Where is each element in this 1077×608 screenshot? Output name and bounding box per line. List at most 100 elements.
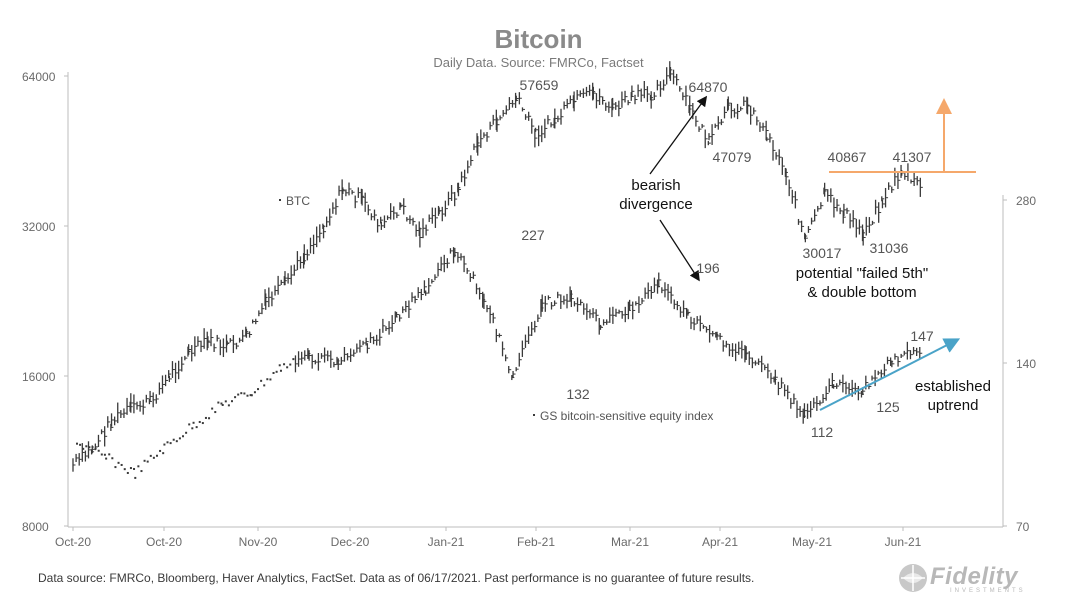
x-tick-label: Jan-21 — [428, 535, 465, 549]
gs-index-dot — [286, 366, 289, 369]
x-tick-label: Oct-20 — [55, 535, 91, 549]
chart-title: Bitcoin — [494, 24, 583, 54]
gs-index-dot — [221, 404, 224, 407]
left-tick-label: 16000 — [22, 370, 56, 384]
fidelity-sub-wordmark: INVESTMENTS — [950, 588, 1026, 594]
gs-index-dot — [134, 476, 137, 479]
annotation-line: divergence — [619, 196, 692, 213]
gs-index-dot — [103, 453, 106, 456]
value-label: 57659 — [520, 77, 559, 93]
gs-index-dot — [224, 400, 227, 403]
left-tick-label: 32000 — [22, 220, 56, 234]
gs-index-dot — [152, 456, 155, 459]
gs-index-dot — [108, 453, 111, 456]
gs-index-dot — [76, 442, 78, 445]
gs-index-dot — [292, 358, 295, 361]
gs-index-dot — [91, 446, 94, 449]
gs-index-dot — [94, 447, 97, 450]
value-label: 41307 — [893, 149, 932, 165]
gs-index-dot — [114, 466, 117, 469]
value-label: 132 — [566, 386, 590, 402]
gs-index-dot — [97, 449, 100, 452]
gs-index-dot — [230, 400, 233, 403]
gs-index-dot — [253, 391, 256, 394]
gs-index-dot — [133, 467, 136, 470]
x-tick-label: Feb-21 — [517, 535, 555, 549]
gs-index-dot — [143, 459, 146, 462]
x-tick-label: Oct-20 — [146, 535, 182, 549]
gs-index-dot — [278, 364, 281, 367]
value-label: 40867 — [828, 149, 867, 165]
fidelity-logo — [899, 564, 927, 592]
gs-index-dot — [146, 460, 149, 463]
annotation-line: & double bottom — [807, 284, 916, 301]
value-label: 227 — [521, 227, 545, 243]
gs-index-dot — [260, 379, 263, 382]
gs-index-dot — [275, 370, 278, 373]
gs-index-dot — [172, 438, 175, 441]
x-tick-label: Jun-21 — [885, 535, 922, 549]
gs-index-dot — [140, 470, 143, 473]
annotation: bearish divergence — [619, 177, 692, 213]
gs-index-dot — [266, 378, 269, 381]
chart-subtitle: Daily Data. Source: FMRCo, Factset — [433, 55, 644, 70]
x-tick-label: Nov-20 — [239, 535, 278, 549]
gs-index-dot — [237, 393, 240, 396]
gs-index-dot — [175, 440, 178, 443]
legend-gs: GS bitcoin-sensitive equity index — [540, 409, 713, 423]
gs-index-dot — [191, 427, 194, 430]
gs-index-dot — [220, 402, 223, 405]
gs-index-dot — [198, 420, 201, 423]
gs-index-dot — [272, 371, 275, 374]
value-label: 147 — [910, 328, 934, 344]
x-tick-label: Mar-21 — [611, 535, 649, 549]
gs-index-dot — [217, 401, 220, 404]
gs-index-dot — [149, 454, 152, 457]
gs-index-dot — [163, 443, 166, 446]
gs-index-dot — [182, 435, 185, 438]
gs-index-dot — [117, 461, 120, 464]
x-tick-label: Apr-21 — [702, 535, 738, 549]
gs-index-dot — [234, 396, 237, 399]
gs-index-dot — [257, 388, 260, 391]
gs-index-dot — [283, 363, 286, 366]
divergence-arrow-down — [659, 219, 700, 282]
footer-note: Data source: FMRCo, Bloomberg, Haver Ana… — [38, 571, 755, 585]
gs-index-dot — [192, 421, 195, 424]
value-label: 64870 — [689, 79, 728, 95]
left-tick-label: 8000 — [22, 520, 49, 534]
gs-index-dot — [178, 437, 181, 440]
right-tick-label: 70 — [1016, 520, 1030, 534]
gs-index-dot — [250, 394, 253, 397]
gs-index-dot — [82, 447, 85, 450]
gs-index-dot — [129, 467, 132, 470]
gs-index-dot — [159, 449, 162, 452]
gs-index-dot — [88, 446, 91, 449]
gs-index-dot — [188, 423, 191, 426]
gs-index-dot — [279, 369, 282, 372]
gs-index-dot — [162, 452, 165, 455]
gs-index-dot — [126, 471, 129, 474]
right-tick-label: 140 — [1016, 357, 1036, 371]
gs-index-dot — [227, 404, 230, 407]
value-label: 125 — [876, 399, 900, 415]
gs-index-dot — [249, 394, 252, 397]
annotation-line: potential "failed 5th" — [796, 265, 928, 282]
right-tick-label: 280 — [1016, 194, 1036, 208]
legend-marker-btc — [279, 199, 281, 201]
legend-marker-gs — [533, 414, 535, 416]
gs-index-dot — [185, 431, 188, 434]
gs-index-dot — [201, 422, 204, 425]
x-tick-label: May-21 — [792, 535, 832, 549]
value-label: 47079 — [713, 149, 752, 165]
gs-index-dot — [243, 392, 246, 395]
value-label: 112 — [811, 424, 834, 440]
gs-index-dot — [214, 411, 217, 414]
left-tick-label: 64000 — [22, 70, 56, 84]
gs-index-dot — [269, 378, 272, 381]
annotation: established uptrend — [915, 378, 991, 414]
gs-index-dot — [111, 457, 114, 460]
uptrend-line — [819, 338, 961, 411]
gs-index-dot — [263, 384, 266, 387]
